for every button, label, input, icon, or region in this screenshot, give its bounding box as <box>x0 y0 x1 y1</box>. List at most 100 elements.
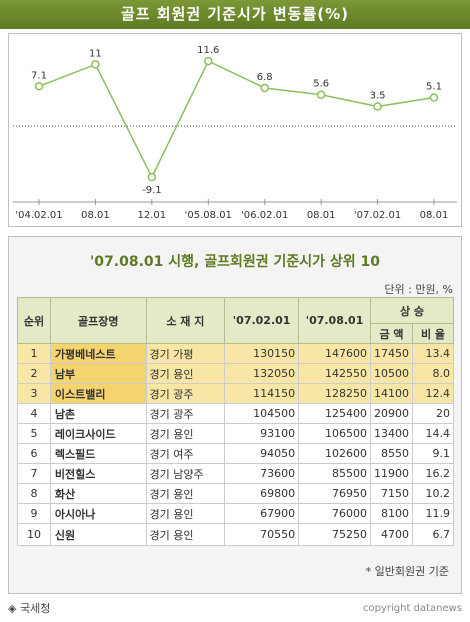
rank-cell: 8 <box>17 483 51 504</box>
data-point <box>204 56 213 66</box>
location-cell: 경기 여주 <box>145 443 226 464</box>
rise-amount-cell: 10500 <box>370 363 413 384</box>
data-label: -9.1 <box>142 185 162 196</box>
data-label: 6.8 <box>257 72 273 83</box>
price-0708-cell: 142550 <box>298 363 371 384</box>
table-row: 7 비전힐스 경기 남양주 73600 85500 11900 16.2 <box>17 463 454 484</box>
data-label: 11 <box>89 48 102 59</box>
copyright: copyright datanews <box>363 603 462 614</box>
table-row: 10 신원 경기 용인 70550 75250 4700 6.7 <box>17 523 454 546</box>
data-label: 11.6 <box>197 45 219 56</box>
course-name-cell: 남부 <box>49 363 147 384</box>
location-cell: 경기 가평 <box>145 343 226 364</box>
table-row: 5 레이크사이드 경기 용인 93100 106500 13400 14.4 <box>17 423 454 444</box>
price-0708-cell: 76950 <box>298 483 371 504</box>
data-point <box>373 102 382 111</box>
course-name-cell: 비전힐스 <box>49 463 147 484</box>
price-0702-cell: 67900 <box>224 503 300 524</box>
price-0708-cell: 102600 <box>298 443 371 464</box>
header-rate: 비 율 <box>412 323 454 344</box>
table-row: 1 가평베네스트 경기 가평 130150 147600 17450 13.4 <box>17 343 454 364</box>
rise-amount-cell: 7150 <box>370 483 413 504</box>
table-row: 6 렉스필드 경기 여주 94050 102600 8550 9.1 <box>17 443 454 464</box>
rank-cell: 4 <box>17 403 51 424</box>
x-tick-label: '05.08.01 <box>185 210 232 221</box>
rise-amount-cell: 8550 <box>370 443 413 464</box>
table-panel: '07.08.01 시행, 골프회원권 기준시가 상위 10 단위 : 만원, … <box>8 236 462 594</box>
table-row: 8 화산 경기 용인 69800 76950 7150 10.2 <box>17 483 454 504</box>
x-tick-label: 12.01 <box>138 210 167 221</box>
course-name-cell: 렉스필드 <box>49 443 147 464</box>
chart-panel: 7.1 '04.02.01 11 08.01 -9.1 12.01 11.6 '05.08.0… <box>8 33 462 227</box>
price-0708-cell: 128250 <box>298 383 371 404</box>
rank-cell: 10 <box>17 523 51 546</box>
line-chart: 7.1 '04.02.01 11 08.01 -9.1 12.01 11.6 '05.08.0… <box>13 45 457 221</box>
data-point <box>316 90 326 99</box>
rise-amount-cell: 8100 <box>370 503 413 524</box>
price-0702-cell: 104500 <box>224 403 300 424</box>
rank-cell: 3 <box>17 383 51 404</box>
table-row: 4 남촌 경기 광주 104500 125400 20900 20 <box>17 403 454 424</box>
data-point <box>429 93 439 102</box>
data-label: 5.6 <box>313 79 329 90</box>
location-cell: 경기 용인 <box>145 363 226 384</box>
course-name-cell: 이스트밸리 <box>49 383 147 404</box>
x-tick-label: 08.01 <box>81 210 110 221</box>
header-p2: '07.08.01 <box>298 297 371 344</box>
series-line <box>38 60 435 179</box>
rise-amount-cell: 11900 <box>370 463 413 484</box>
table-row: 2 남부 경기 용인 132050 142550 10500 8.0 <box>17 363 454 384</box>
data-label: 3.5 <box>370 90 386 101</box>
price-0708-cell: 125400 <box>298 403 371 424</box>
data-point <box>147 172 157 182</box>
table-body: 1 가평베네스트 경기 가평 130150 147600 17450 13.4 2 남부 경기 용… <box>17 343 454 546</box>
rise-amount-cell: 4700 <box>370 523 413 546</box>
course-name-cell: 신원 <box>49 523 147 546</box>
x-tick-label: 08.01 <box>420 210 449 221</box>
price-0702-cell: 132050 <box>224 363 300 384</box>
rise-amount-cell: 20900 <box>370 403 413 424</box>
price-0702-cell: 114150 <box>224 383 300 404</box>
table-row: 9 아시아나 경기 용인 67900 76000 8100 11.9 <box>17 503 454 524</box>
page-title: 골프 회원권 기준시가 변동률(%) <box>0 0 470 29</box>
course-name-cell: 아시아나 <box>49 503 147 524</box>
footnote: * 일반회원권 기준 <box>365 565 449 578</box>
rise-rate-cell: 11.9 <box>412 503 454 524</box>
source-label: ◈ 국세청 <box>8 602 51 615</box>
data-label: 7.1 <box>31 70 47 81</box>
location-cell: 경기 광주 <box>145 403 226 424</box>
course-name-cell: 화산 <box>49 483 147 504</box>
rise-rate-cell: 6.7 <box>412 523 454 546</box>
price-0708-cell: 106500 <box>298 423 371 444</box>
rank-cell: 2 <box>17 363 51 384</box>
unit-note: 단위 : 만원, % <box>384 283 453 296</box>
price-0702-cell: 70550 <box>224 523 300 546</box>
header-amount: 금 액 <box>370 323 413 344</box>
ranking-table: 순위 골프장명 소 재 지 '07.02.01 '07.08.01 상 승 금 … <box>17 297 454 546</box>
price-0702-cell: 93100 <box>224 423 300 444</box>
price-0708-cell: 76000 <box>298 503 371 524</box>
rank-cell: 7 <box>17 463 51 484</box>
header-p1: '07.02.01 <box>224 297 300 344</box>
price-0708-cell: 75250 <box>298 523 371 546</box>
data-point <box>34 82 44 91</box>
course-name-cell: 레이크사이드 <box>49 423 147 444</box>
course-name-cell: 가평베네스트 <box>49 343 147 364</box>
rank-cell: 5 <box>17 423 51 444</box>
location-cell: 경기 용인 <box>145 423 226 444</box>
rise-rate-cell: 20 <box>412 403 454 424</box>
rise-rate-cell: 16.2 <box>412 463 454 484</box>
rise-rate-cell: 9.1 <box>412 443 454 464</box>
rise-rate-cell: 10.2 <box>412 483 454 504</box>
rank-cell: 9 <box>17 503 51 524</box>
rise-rate-cell: 14.4 <box>412 423 454 444</box>
rank-cell: 6 <box>17 443 51 464</box>
header-rise: 상 승 <box>370 297 454 324</box>
rise-amount-cell: 17450 <box>370 343 413 364</box>
data-point <box>91 60 100 69</box>
x-tick-label: '07.02.01 <box>354 210 401 221</box>
x-tick-label: 08.01 <box>307 210 336 221</box>
price-0702-cell: 69800 <box>224 483 300 504</box>
price-0708-cell: 85500 <box>298 463 371 484</box>
data-point <box>260 83 269 93</box>
